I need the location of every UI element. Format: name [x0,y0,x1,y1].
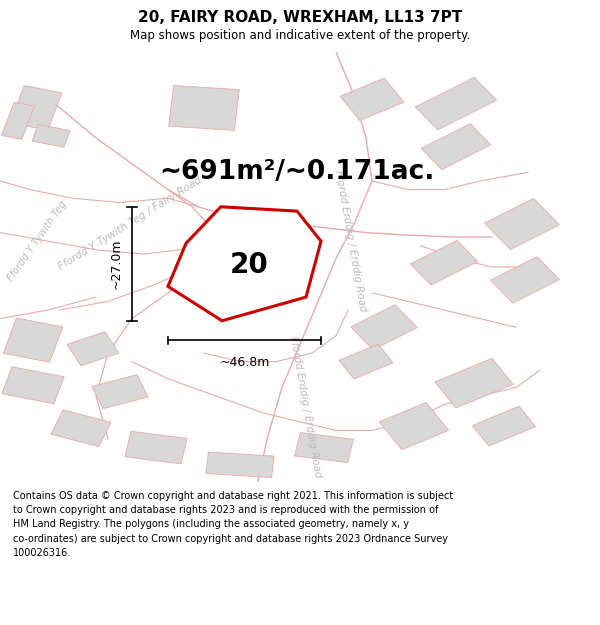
Text: Ffordd Erddig / Erddig Road: Ffordd Erddig / Erddig Road [288,335,323,478]
Polygon shape [168,207,321,321]
Polygon shape [350,304,418,350]
Polygon shape [67,332,119,366]
Polygon shape [435,358,513,408]
Polygon shape [485,199,559,249]
Polygon shape [410,241,478,285]
Polygon shape [490,257,560,303]
Polygon shape [194,253,256,290]
Text: 20: 20 [230,251,268,279]
Polygon shape [125,431,187,464]
Polygon shape [169,86,239,130]
Polygon shape [3,318,63,362]
Text: Ffordd Y Tywith Teg: Ffordd Y Tywith Teg [6,199,69,283]
Polygon shape [92,375,148,409]
Polygon shape [206,452,274,478]
Text: Ffordd Erddig / Erddig Road: Ffordd Erddig / Erddig Road [333,169,368,312]
Polygon shape [10,86,62,130]
Polygon shape [339,344,393,379]
Polygon shape [295,432,353,462]
Text: ~46.8m: ~46.8m [220,356,269,369]
Text: ~27.0m: ~27.0m [110,239,123,289]
Polygon shape [2,367,64,404]
Text: Ffordd Y Tywith Teg / Fairy Road: Ffordd Y Tywith Teg / Fairy Road [57,176,204,272]
Polygon shape [32,124,70,148]
Polygon shape [415,78,497,130]
Polygon shape [340,78,404,121]
Text: 20, FAIRY ROAD, WREXHAM, LL13 7PT: 20, FAIRY ROAD, WREXHAM, LL13 7PT [138,11,462,26]
Polygon shape [421,124,491,169]
Text: Contains OS data © Crown copyright and database right 2021. This information is : Contains OS data © Crown copyright and d… [13,491,454,558]
Polygon shape [2,102,34,139]
Polygon shape [51,410,111,447]
Text: ~691m²/~0.171ac.: ~691m²/~0.171ac. [159,159,434,186]
Text: Map shows position and indicative extent of the property.: Map shows position and indicative extent… [130,29,470,42]
Polygon shape [379,402,449,450]
Polygon shape [472,406,536,446]
